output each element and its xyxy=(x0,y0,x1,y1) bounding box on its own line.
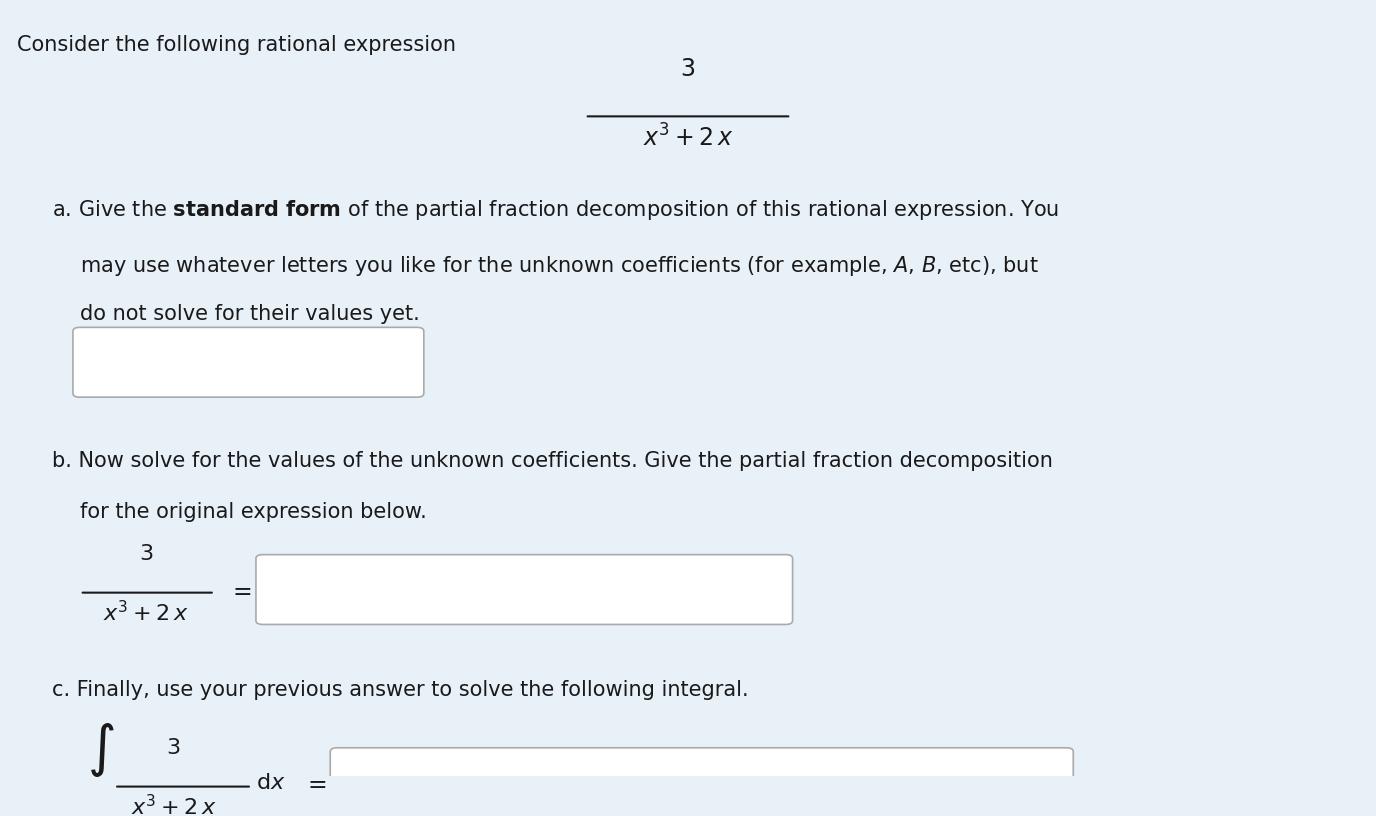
Text: a. Give the $\mathbf{standard\ form}$ of the partial fraction decomposition of t: a. Give the $\mathbf{standard\ form}$ of… xyxy=(52,197,1060,222)
Text: do not solve for their values yet.: do not solve for their values yet. xyxy=(80,304,420,324)
Text: may use whatever letters you like for the unknown coefficients (for example, $A$: may use whatever letters you like for th… xyxy=(80,254,1039,277)
Text: $=$: $=$ xyxy=(303,771,326,796)
Text: $3$: $3$ xyxy=(166,738,180,758)
Text: $x^3 + 2\,x$: $x^3 + 2\,x$ xyxy=(103,601,189,626)
Text: $=$: $=$ xyxy=(228,578,252,601)
FancyBboxPatch shape xyxy=(256,555,793,624)
Text: $x^3 + 2\,x$: $x^3 + 2\,x$ xyxy=(131,794,216,816)
Text: Consider the following rational expression: Consider the following rational expressi… xyxy=(17,35,455,55)
Text: $3$: $3$ xyxy=(139,544,153,564)
Text: b. Now solve for the values of the unknown coefficients. Give the partial fracti: b. Now solve for the values of the unkno… xyxy=(52,451,1053,472)
Text: $x^3 + 2\,x$: $x^3 + 2\,x$ xyxy=(643,124,733,151)
Text: for the original expression below.: for the original expression below. xyxy=(80,502,427,522)
FancyBboxPatch shape xyxy=(330,747,1073,816)
Text: $3$: $3$ xyxy=(681,57,695,82)
Text: $\int$: $\int$ xyxy=(87,721,114,779)
Text: $\mathrm{d}x$: $\mathrm{d}x$ xyxy=(256,774,285,793)
FancyBboxPatch shape xyxy=(73,327,424,397)
Text: c. Finally, use your previous answer to solve the following integral.: c. Finally, use your previous answer to … xyxy=(52,681,749,700)
